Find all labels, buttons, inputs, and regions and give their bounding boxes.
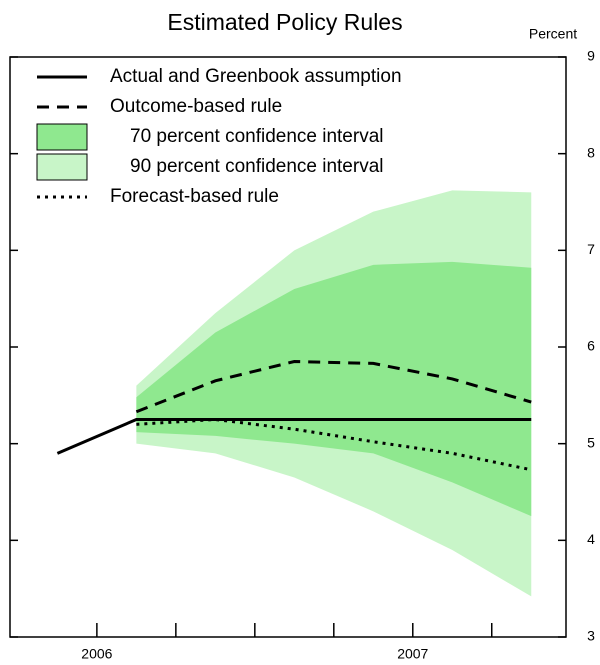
legend-label: Actual and Greenbook assumption	[110, 66, 402, 87]
y-tick-label: 4	[587, 531, 595, 547]
y-tick-label: 5	[587, 434, 595, 450]
y-tick-label: 7	[587, 241, 595, 257]
legend-label: Forecast-based rule	[110, 186, 279, 207]
series-line	[135, 359, 532, 414]
x-tick-label: 2006	[81, 646, 112, 662]
series-line	[136, 417, 532, 472]
legend: Actual and Greenbook assumption Outcome-b…	[36, 66, 402, 207]
legend-swatch	[36, 123, 88, 151]
axes: 3 4 5 6 7 8 9 2006 2007	[9, 48, 595, 662]
lines	[56, 359, 532, 472]
y-unit: Percent	[529, 26, 577, 42]
y-tick-label: 3	[587, 628, 595, 644]
legend-label: 70 percent confidence interval	[130, 126, 384, 147]
chart-title: Estimated Policy Rules	[167, 9, 402, 35]
legend-label: 90 percent confidence interval	[130, 156, 384, 177]
y-tick-label: 8	[587, 144, 595, 160]
x-tick-label: 2007	[397, 646, 428, 662]
y-tick-label: 9	[587, 48, 595, 64]
legend-label: Outcome-based rule	[110, 96, 282, 117]
bands	[136, 190, 532, 597]
y-tick-label: 6	[587, 338, 595, 354]
series-line	[56, 418, 532, 455]
legend-swatch	[36, 153, 88, 181]
confidence-band	[136, 261, 532, 517]
